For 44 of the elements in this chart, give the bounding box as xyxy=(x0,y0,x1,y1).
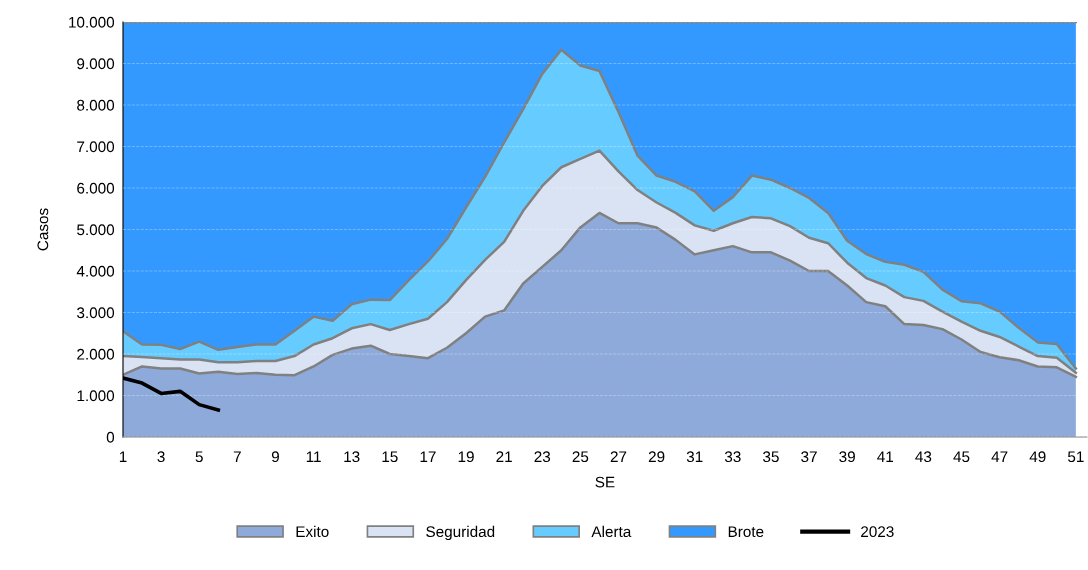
x-tick-label: 41 xyxy=(877,451,894,462)
x-tick-label: 23 xyxy=(534,451,551,463)
x-tick-label: 45 xyxy=(953,451,970,463)
x-tick-label: 39 xyxy=(839,451,855,463)
x-tick-label: 5 xyxy=(195,451,203,463)
y-tick-label: 3.000 xyxy=(77,307,115,319)
x-tick-label: 7 xyxy=(233,451,241,462)
x-tick-label: 15 xyxy=(382,451,398,463)
x-tick-label: 51 xyxy=(1067,451,1084,463)
y-tick-label: 5.000 xyxy=(77,224,115,236)
y-tick-label: 7.000 xyxy=(77,141,115,153)
x-tick-label: 19 xyxy=(458,451,474,463)
x-tick-label: 27 xyxy=(610,451,627,462)
x-tick-label: 33 xyxy=(724,451,741,463)
legend-label: Brote xyxy=(728,526,764,538)
legend-label: Alerta xyxy=(591,525,632,538)
legend-label: Seguridad xyxy=(426,525,495,541)
y-tick-label: 4.000 xyxy=(76,265,115,277)
y-tick-label: 0 xyxy=(106,431,115,443)
x-tick-label: 3 xyxy=(157,451,165,463)
x-tick-label: 11 xyxy=(306,451,321,462)
y-tick-label: 9.000 xyxy=(77,58,115,70)
x-tick-label: 31 xyxy=(686,451,703,463)
x-tick-label: 25 xyxy=(572,451,589,463)
y-tick-label: 8.000 xyxy=(77,99,115,111)
y-axis-title: Casos xyxy=(37,208,49,251)
legend-label: Exito xyxy=(296,525,329,538)
y-tick-label: 6.000 xyxy=(77,182,115,194)
y-tick-label: 10.000 xyxy=(69,16,115,28)
x-tick-label: 1 xyxy=(119,451,127,462)
x-tick-label: 47 xyxy=(991,451,1008,462)
x-tick-label: 35 xyxy=(763,451,779,463)
x-tick-label: 29 xyxy=(648,451,665,463)
legend-label: 2023 xyxy=(861,526,894,538)
x-tick-label: 37 xyxy=(801,451,817,463)
x-tick-label: 43 xyxy=(915,451,932,463)
x-tick-label: 13 xyxy=(344,451,360,463)
x-tick-label: 17 xyxy=(420,451,436,462)
x-tick-label: 9 xyxy=(271,451,279,463)
y-tick-label: 2.000 xyxy=(77,348,115,360)
y-tick-label: 1.000 xyxy=(77,390,115,402)
x-tick-label: 49 xyxy=(1029,451,1046,463)
x-axis-title: SE xyxy=(595,476,615,488)
x-tick-label: 21 xyxy=(496,451,512,462)
